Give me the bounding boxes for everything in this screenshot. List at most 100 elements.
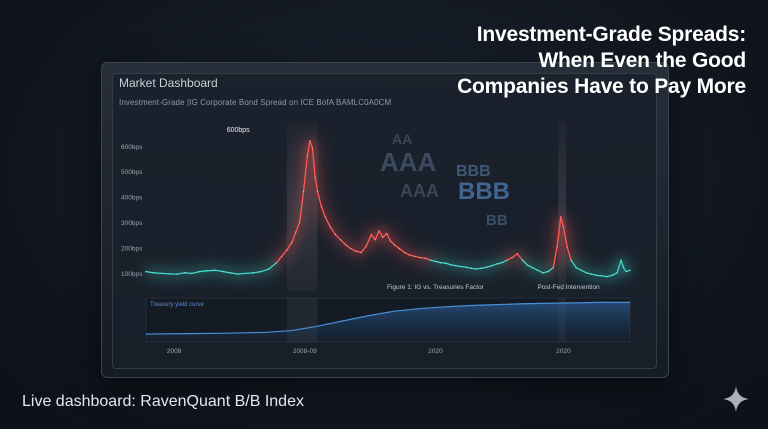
- series-segment: [570, 259, 577, 269]
- data-point: [382, 236, 384, 238]
- series-segment: [145, 270, 155, 274]
- series-segment: [245, 272, 255, 274]
- data-point: [527, 264, 529, 266]
- series-segment: [314, 175, 319, 193]
- data-point: [360, 252, 362, 254]
- series-segment: [275, 255, 283, 264]
- series-segment: [552, 246, 558, 269]
- series-segment: [556, 216, 562, 249]
- series-segment: [491, 263, 498, 267]
- series-segment: [606, 274, 613, 278]
- data-point: [183, 272, 185, 274]
- data-point: [491, 265, 493, 267]
- series-segment: [455, 265, 462, 268]
- series-segment: [403, 251, 411, 256]
- data-point: [434, 260, 436, 262]
- series-segment: [311, 147, 316, 177]
- series-segment: [206, 269, 216, 272]
- data-point: [547, 271, 549, 273]
- series-segment: [501, 259, 508, 264]
- series-segment: [526, 264, 534, 269]
- series-segment: [316, 190, 323, 208]
- data-point: [537, 269, 539, 271]
- series-segment: [339, 239, 347, 246]
- footer-caption: Live dashboard: RavenQuant B/B Index: [22, 393, 304, 410]
- data-point: [160, 272, 162, 274]
- series-segment: [547, 267, 554, 273]
- data-point: [516, 253, 518, 255]
- data-point: [245, 272, 247, 274]
- series-segment: [389, 240, 396, 246]
- data-point: [585, 272, 587, 274]
- x-tick-label: 2020: [556, 348, 571, 355]
- series-segment: [320, 206, 326, 218]
- data-point: [253, 272, 255, 274]
- highlight-band: [558, 122, 566, 291]
- data-point: [153, 272, 155, 274]
- data-point: [345, 244, 347, 246]
- chart-annotation: Figure 1: IG vs. Treasuries Factor: [387, 284, 485, 291]
- series-segment: [252, 270, 262, 274]
- data-point: [365, 245, 367, 247]
- x-tick-label: 2020: [428, 348, 443, 355]
- x-tick-label: 2008-09: [293, 348, 317, 355]
- series-segment: [580, 269, 588, 274]
- series-segment: [222, 270, 232, 274]
- series-segment: [324, 216, 332, 228]
- data-point: [445, 262, 447, 264]
- data-point: [311, 147, 313, 149]
- data-point: [291, 241, 293, 243]
- series-segment: [601, 275, 608, 278]
- data-point: [591, 273, 593, 275]
- data-point: [176, 273, 178, 275]
- data-point: [566, 246, 568, 248]
- series-segment: [378, 230, 384, 238]
- data-point: [374, 239, 376, 241]
- series-segment: [365, 234, 373, 247]
- data-point: [511, 257, 513, 259]
- data-point: [486, 266, 488, 268]
- series-segment: [596, 274, 603, 277]
- chart-annotation: Post-Fed Intervention: [537, 284, 600, 291]
- data-point: [390, 240, 392, 242]
- series-segment: [214, 269, 224, 273]
- series-segment: [622, 267, 627, 273]
- series-segment: [475, 267, 483, 270]
- data-point: [450, 264, 452, 266]
- data-point: [237, 273, 239, 275]
- data-point: [470, 267, 472, 269]
- series-segment: [281, 249, 288, 257]
- series-segment: [616, 259, 622, 274]
- data-point: [286, 249, 288, 251]
- data-point: [606, 276, 608, 278]
- data-point: [620, 259, 622, 261]
- series-segment: [345, 244, 352, 250]
- watermark-letters: BB: [486, 212, 508, 229]
- series-segment: [460, 265, 467, 268]
- series-segment: [306, 140, 311, 157]
- series-segment: [506, 256, 513, 261]
- series-segment: [299, 190, 305, 223]
- series-segment: [566, 246, 572, 261]
- data-point: [378, 230, 380, 232]
- data-point: [496, 263, 498, 265]
- data-point: [276, 262, 278, 264]
- series-segment: [434, 260, 442, 264]
- series-segment: [496, 262, 503, 265]
- data-point: [230, 272, 232, 274]
- series-segment: [511, 253, 518, 259]
- series-segment: [575, 267, 582, 271]
- headline-line-2: When Even the Good: [538, 49, 746, 72]
- data-point: [601, 275, 603, 277]
- series-segment: [260, 268, 270, 273]
- data-point: [616, 272, 618, 274]
- data-point: [480, 267, 482, 269]
- series-segment: [374, 230, 380, 241]
- series-segment: [542, 270, 549, 274]
- series-segment: [153, 272, 163, 274]
- x-tick-label: 2008: [167, 348, 182, 355]
- data-point: [625, 271, 627, 273]
- series-segment: [485, 265, 493, 268]
- watermark-letters: AAA: [400, 181, 439, 201]
- data-point: [596, 274, 598, 276]
